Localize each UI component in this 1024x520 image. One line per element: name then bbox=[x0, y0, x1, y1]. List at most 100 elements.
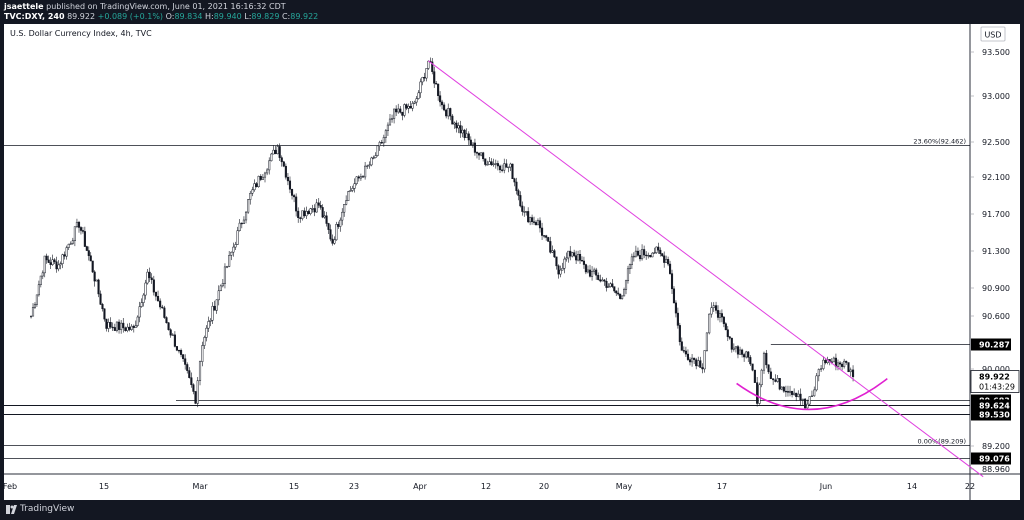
candle-body bbox=[503, 163, 506, 171]
candle-body bbox=[545, 235, 548, 238]
candle-body bbox=[43, 255, 46, 274]
candle-body bbox=[617, 292, 620, 295]
candle-body bbox=[69, 243, 72, 245]
open-value: 89.834 bbox=[174, 12, 203, 21]
candle-body bbox=[734, 346, 737, 349]
price-chart[interactable]: U.S. Dollar Currency Index, 4h, TVC USD … bbox=[3, 24, 1020, 500]
candle-body bbox=[99, 293, 102, 305]
candle-body bbox=[778, 378, 781, 390]
candle-body bbox=[749, 357, 752, 365]
time-axis-label: 15 bbox=[99, 482, 109, 491]
candle-body bbox=[782, 386, 785, 392]
candle-body bbox=[791, 390, 794, 395]
candle-body bbox=[465, 133, 468, 138]
candle-body bbox=[760, 369, 763, 386]
candle-body bbox=[321, 207, 324, 218]
candle-body bbox=[513, 178, 516, 183]
candle-body bbox=[247, 199, 250, 213]
candle-body bbox=[359, 176, 362, 179]
candle-body bbox=[337, 224, 340, 227]
level-badge-label: 90.287 bbox=[979, 341, 1010, 350]
candle-body bbox=[674, 302, 677, 314]
candle-body bbox=[801, 398, 804, 401]
candle-body bbox=[177, 349, 181, 352]
candle-body bbox=[280, 157, 283, 163]
candle-body bbox=[710, 307, 713, 315]
candle-body bbox=[395, 108, 398, 113]
candle-body bbox=[693, 357, 696, 360]
candle-body bbox=[519, 195, 522, 207]
candle-body bbox=[77, 221, 81, 228]
publish-header: jsaettele published on TradingView.com, … bbox=[0, 0, 1024, 24]
candle-body bbox=[37, 284, 40, 296]
candle-body bbox=[609, 283, 612, 287]
level-badge-label: 89.530 bbox=[979, 411, 1010, 420]
candle-body bbox=[223, 266, 227, 284]
candle-body bbox=[413, 101, 416, 104]
candle-body bbox=[808, 396, 811, 405]
currency-label: USD bbox=[984, 31, 1001, 40]
low-value: 89.829 bbox=[251, 12, 280, 21]
candle-body bbox=[475, 152, 479, 154]
candle-body bbox=[325, 215, 328, 224]
candle-body bbox=[150, 277, 153, 280]
chart-area[interactable]: U.S. Dollar Currency Index, 4h, TVC USD … bbox=[3, 24, 1020, 500]
last-price: 89.922 bbox=[67, 12, 96, 21]
candle-body bbox=[59, 263, 62, 266]
currency-badge[interactable] bbox=[980, 26, 1006, 42]
footer-brand[interactable]: TradingView bbox=[20, 504, 75, 514]
candle-body bbox=[226, 266, 229, 268]
candle-body bbox=[95, 279, 98, 282]
candle-body bbox=[427, 60, 430, 69]
candle-body bbox=[286, 176, 289, 182]
candle-body bbox=[525, 211, 528, 213]
candle-body bbox=[148, 271, 151, 279]
candle-body bbox=[323, 215, 326, 218]
candle-body bbox=[455, 122, 458, 129]
candle-body bbox=[268, 160, 271, 171]
candle-body bbox=[295, 196, 298, 212]
candle-body bbox=[473, 142, 476, 153]
tradingview-logo-icon bbox=[6, 505, 17, 514]
candle-body bbox=[595, 269, 598, 276]
candle-body bbox=[75, 221, 78, 227]
candle-body bbox=[601, 279, 604, 282]
candle-body bbox=[411, 103, 414, 109]
candle-body bbox=[529, 217, 532, 223]
price-axis[interactable]: 93.500 93.000 92.500 92.100 91.700 91.300 90.9… bbox=[970, 48, 1020, 474]
candle-body bbox=[423, 77, 426, 79]
candle-body bbox=[194, 391, 197, 404]
candle-body bbox=[753, 369, 756, 383]
candle-body bbox=[451, 115, 454, 125]
candle-body bbox=[207, 321, 210, 329]
low-label: L: bbox=[244, 12, 252, 21]
candle-body bbox=[87, 250, 90, 256]
candle-body bbox=[449, 108, 452, 117]
candle-body bbox=[101, 304, 104, 310]
candle-body bbox=[386, 124, 389, 131]
candle-body bbox=[399, 108, 402, 113]
candle-body bbox=[841, 363, 844, 367]
candle-body bbox=[573, 252, 576, 256]
time-axis[interactable]: Feb 15 Mar 15 23 Apr 12 20 May 17 Jun 14 22 bbox=[3, 482, 975, 491]
candle-body bbox=[765, 352, 768, 366]
candle-body bbox=[113, 327, 116, 331]
candle-body bbox=[238, 222, 241, 231]
candle-body bbox=[774, 379, 777, 382]
candle-body bbox=[341, 211, 344, 221]
candle-body bbox=[691, 357, 694, 363]
candle-body bbox=[838, 362, 842, 365]
candle-body bbox=[496, 163, 499, 167]
candle-body bbox=[169, 329, 172, 336]
price-tick-label: 92.100 bbox=[982, 173, 1010, 182]
candle-body bbox=[511, 163, 514, 179]
candle-body bbox=[382, 137, 385, 144]
candle-body bbox=[490, 161, 493, 166]
candle-body bbox=[232, 246, 235, 253]
candle-body bbox=[484, 158, 487, 165]
author-name[interactable]: jsaettele bbox=[4, 2, 44, 11]
candle-body bbox=[331, 238, 334, 244]
candle-body bbox=[397, 108, 400, 113]
candle-body bbox=[832, 357, 835, 363]
candle-body bbox=[65, 247, 68, 257]
